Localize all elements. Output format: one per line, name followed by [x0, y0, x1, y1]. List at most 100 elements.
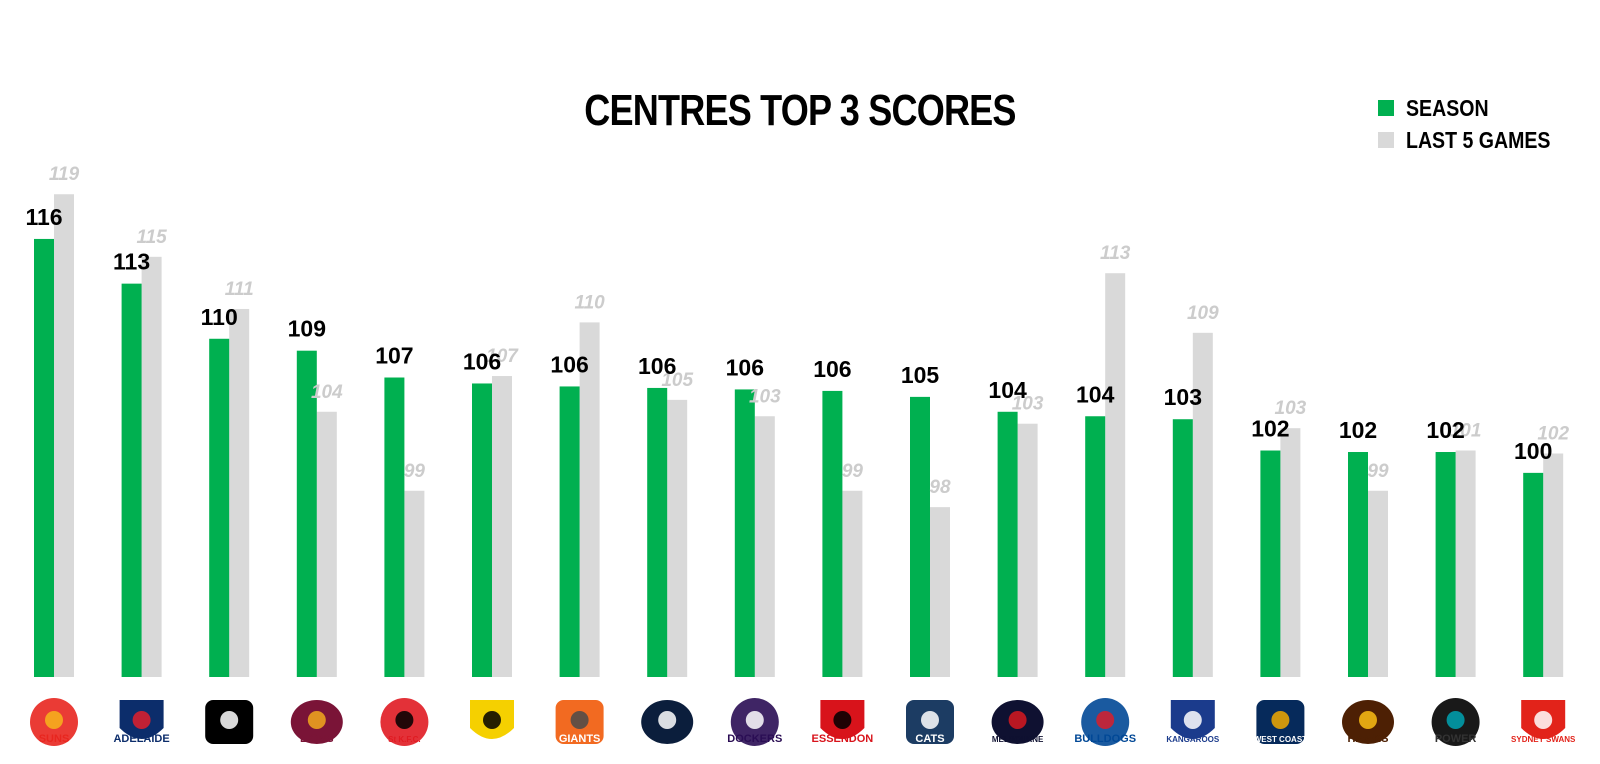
bar-last-5-games [930, 507, 950, 677]
bar-season [384, 377, 405, 677]
bar-season [559, 386, 580, 677]
data-label-last-5-games: 119 [49, 164, 80, 185]
data-label-season: 107 [375, 343, 413, 369]
bar-last-5-games [1017, 423, 1038, 677]
data-label-season: 100 [1514, 438, 1552, 464]
data-label-season: 104 [1076, 381, 1115, 407]
data-label-last-5-games: 98 [929, 477, 951, 498]
bar-last-5-games [842, 490, 863, 677]
bar-last-5-games [1280, 428, 1301, 677]
team-logo-text: ADELAIDE [113, 733, 169, 745]
bar-season [209, 338, 230, 677]
data-label-last-5-games: 105 [661, 370, 693, 391]
data-label-last-5-games: 99 [404, 461, 426, 482]
bar-last-5-games [404, 490, 425, 677]
team-logo-text: KANGAROOS [1166, 735, 1220, 744]
st-kilda-logo-icon: St K.F.C. [380, 698, 429, 746]
data-label-last-5-games: 102 [1537, 424, 1569, 445]
bar-last-5-games [229, 308, 250, 677]
data-label-last-5-games: 99 [842, 461, 864, 482]
port-adelaide-power-logo-icon: POWER [1431, 698, 1480, 746]
legend-swatch-season [1378, 100, 1394, 116]
data-label-last-5-games: 104 [311, 382, 343, 403]
data-label-season: 105 [901, 362, 940, 388]
legend-item-season: SEASON [1378, 92, 1576, 124]
data-label-last-5-games: 103 [1012, 394, 1044, 415]
data-label-last-5-games: 113 [1100, 243, 1131, 264]
team-logo-text: SYDNEY SWANS [1511, 735, 1576, 744]
bar-season [647, 387, 668, 677]
fremantle-dockers-logo-icon: DOCKERS [727, 698, 782, 746]
data-label-season: 102 [1339, 417, 1377, 443]
data-label-last-5-games: 101 [1450, 421, 1482, 442]
bar-season [296, 350, 317, 677]
data-label-season: 104 [988, 377, 1027, 403]
team-logo-text: CATS [915, 733, 944, 745]
data-label-last-5-games: 99 [1367, 461, 1389, 482]
bar-last-5-games [754, 416, 775, 677]
data-label-season: 103 [1164, 384, 1202, 410]
data-label-last-5-games: 115 [136, 227, 167, 248]
bar-season [472, 383, 492, 677]
hawthorn-hawks-logo-icon: HAWKS [1342, 700, 1394, 745]
team-logo-text: POWER [1435, 733, 1477, 745]
brisbane-lions-logo-icon: LIONS [290, 700, 343, 745]
data-label-season: 106 [550, 351, 588, 377]
bar-season [121, 283, 142, 677]
bar-season [1260, 450, 1281, 677]
data-label-season: 102 [1426, 417, 1464, 443]
bar-last-5-games [492, 376, 512, 677]
team-logo-text: ESSENDON [812, 733, 874, 745]
legend-label-season: SEASON [1406, 94, 1489, 121]
west-coast-eagles-logo-icon: WEST COAST [1254, 700, 1307, 744]
bar-season [1348, 452, 1368, 677]
data-label-season: 109 [288, 316, 326, 342]
bar-last-5-games [1105, 273, 1126, 677]
data-label-season: 113 [113, 249, 150, 275]
team-logo-text: SUNS [39, 733, 70, 745]
adelaide-crows-logo-icon: ADELAIDE [113, 700, 170, 745]
bar-last-5-games [667, 399, 688, 677]
team-logo-text: HAWKS [1348, 733, 1389, 745]
gws-giants-logo-icon: GIANTS [555, 700, 604, 745]
legend-swatch-last-5-games [1378, 132, 1394, 148]
legend-label-last-5-games: LAST 5 GAMES [1406, 126, 1551, 153]
data-label-last-5-games: 103 [749, 386, 781, 407]
richmond-tiger-logo-icon [470, 700, 514, 739]
bar-last-5-games [141, 256, 162, 677]
bar-season [997, 411, 1018, 677]
team-logo-text: BULLDOGS [1074, 733, 1136, 745]
bar-last-5-games [1543, 453, 1564, 677]
data-label-last-5-games: 110 [574, 292, 605, 313]
data-label-last-5-games: 111 [225, 279, 254, 300]
melbourne-logo-icon: MELBOURNE [991, 700, 1044, 744]
bar-season [910, 396, 930, 677]
team-logo-text: WEST COAST [1254, 735, 1307, 744]
bar-last-5-games [1455, 450, 1476, 677]
data-label-season: 106 [813, 356, 851, 382]
data-label-season: 106 [463, 348, 501, 374]
bar-season [1435, 452, 1456, 677]
geelong-cats-logo-icon: CATS [906, 700, 954, 745]
collingwood-magpie-logo-icon [205, 700, 254, 744]
bar-last-5-games [316, 411, 337, 677]
bar-season [1085, 416, 1106, 677]
carlton-logo-icon [641, 700, 694, 744]
bar-last-5-games [54, 194, 74, 678]
bar-season [1523, 472, 1544, 677]
data-label-season: 110 [201, 304, 238, 330]
essendon-logo-icon: ESSENDON [812, 700, 874, 745]
data-label-season: 106 [638, 353, 676, 379]
data-label-last-5-games: 109 [1187, 303, 1219, 324]
sydney-swans-logo-icon: SYDNEY SWANS [1511, 700, 1576, 744]
team-logo-text: MELBOURNE [992, 735, 1044, 744]
bar-season [1172, 419, 1193, 677]
bar-last-5-games [579, 322, 600, 677]
data-label-last-5-games: 103 [1275, 398, 1307, 419]
team-logo-text: DOCKERS [727, 733, 782, 745]
data-label-season: 102 [1251, 416, 1289, 442]
kangaroos-logo-icon: KANGAROOS [1166, 700, 1220, 744]
team-logo-text: LIONS [300, 733, 334, 745]
bar-season [822, 390, 843, 677]
suns-logo-icon: SUNS [30, 698, 78, 746]
